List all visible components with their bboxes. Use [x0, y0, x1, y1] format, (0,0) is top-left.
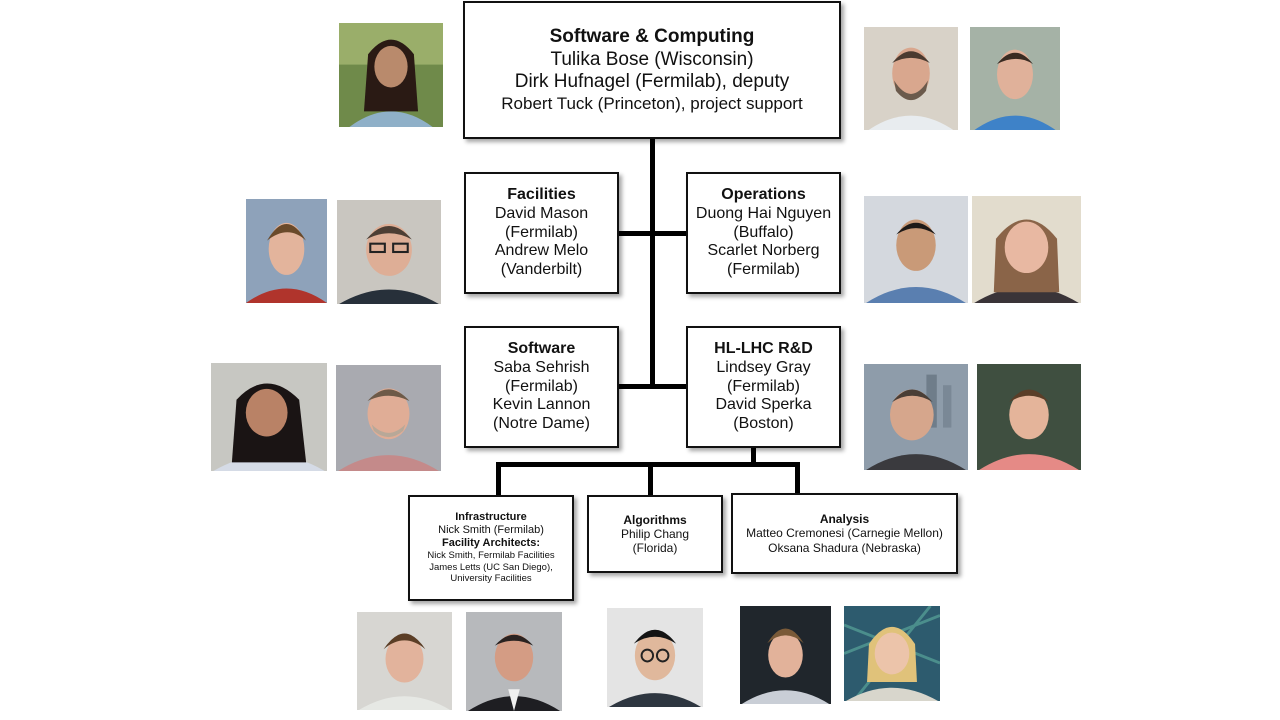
connector-facilities-operations	[619, 231, 686, 236]
portrait-photo	[844, 606, 940, 701]
box-line: University Facilities	[450, 573, 532, 585]
portrait-photo	[977, 364, 1081, 470]
box-line: Robert Tuck (Princeton), project support	[501, 93, 803, 113]
hl-lhc-rd-box: HL-LHC R&D Lindsey Gray (Fermilab) David…	[686, 326, 841, 448]
box-title: Operations	[721, 185, 806, 203]
portrait-photo	[246, 199, 327, 303]
box-line: (Boston)	[733, 415, 794, 433]
portrait-photo	[339, 23, 443, 127]
portrait-photo	[864, 364, 968, 470]
box-title: Analysis	[819, 512, 870, 527]
box-line: Nick Smith, Fermilab Facilities	[427, 549, 555, 561]
software-box: Software Saba Sehrish (Fermilab) Kevin L…	[464, 326, 619, 448]
portrait-photo	[357, 612, 452, 710]
box-title: Infrastructure	[455, 510, 527, 523]
connector-analysis	[795, 462, 800, 493]
box-title: Facilities	[507, 185, 576, 203]
portrait-photo	[607, 608, 703, 707]
box-line: (Notre Dame)	[493, 415, 590, 433]
box-line: Dirk Hufnagel (Fermilab), deputy	[514, 71, 790, 93]
box-line: (Fermilab)	[505, 377, 578, 395]
analysis-box: Analysis Matteo Cremonesi (Carnegie Mell…	[731, 493, 958, 574]
connector-infrastructure	[496, 462, 501, 495]
box-line: Kevin Lannon	[492, 396, 591, 414]
box-line: (Fermilab)	[727, 377, 800, 395]
connector-software-hllhc	[619, 384, 686, 389]
portrait-photo	[337, 200, 441, 304]
box-line: (Florida)	[632, 541, 678, 556]
box-line: Nick Smith (Fermilab)	[438, 523, 544, 536]
box-title: Software & Computing	[549, 26, 755, 48]
portrait-photo	[211, 363, 327, 471]
operations-box: Operations Duong Hai Nguyen (Buffalo) Sc…	[686, 172, 841, 294]
portrait-photo	[864, 27, 958, 130]
box-title: HL-LHC R&D	[714, 339, 813, 357]
box-line: Philip Chang	[620, 526, 690, 541]
box-title: Software	[507, 339, 576, 357]
box-line: David Sperka	[715, 396, 812, 414]
infrastructure-box: Infrastructure Nick Smith (Fermilab) Fac…	[408, 495, 574, 601]
algorithms-box: Algorithms Philip Chang (Florida)	[587, 495, 723, 573]
box-line: (Vanderbilt)	[500, 261, 583, 279]
box-title: Algorithms	[623, 512, 687, 527]
box-line: Saba Sehrish	[493, 358, 590, 376]
box-line: David Mason	[494, 204, 589, 222]
connector-algorithms	[648, 462, 653, 495]
box-line: Tulika Bose (Wisconsin)	[550, 48, 754, 70]
box-subtitle: Facility Architects:	[441, 536, 540, 549]
connector-hllhc-down	[751, 448, 756, 465]
box-line: (Buffalo)	[733, 223, 794, 241]
box-line: Scarlet Norberg	[707, 242, 820, 260]
box-line: Oksana Shadura (Nebraska)	[768, 540, 921, 555]
portrait-photo	[864, 196, 968, 303]
connector-trunk	[650, 139, 655, 389]
portrait-photo	[336, 365, 441, 471]
box-line: Matteo Cremonesi (Carnegie Mellon)	[746, 526, 943, 541]
box-line: (Fermilab)	[727, 261, 800, 279]
box-line: Duong Hai Nguyen	[695, 204, 832, 222]
box-line: (Fermilab)	[505, 223, 578, 241]
box-line: Andrew Melo	[494, 242, 589, 260]
box-line: James Letts (UC San Diego),	[429, 561, 553, 573]
portrait-photo	[970, 27, 1060, 130]
facilities-box: Facilities David Mason (Fermilab) Andrew…	[464, 172, 619, 294]
portrait-photo	[466, 612, 562, 711]
software-computing-box: Software & Computing Tulika Bose (Wiscon…	[463, 1, 841, 139]
box-line: Lindsey Gray	[716, 358, 811, 376]
portrait-photo	[972, 196, 1081, 303]
portrait-photo	[740, 606, 831, 704]
